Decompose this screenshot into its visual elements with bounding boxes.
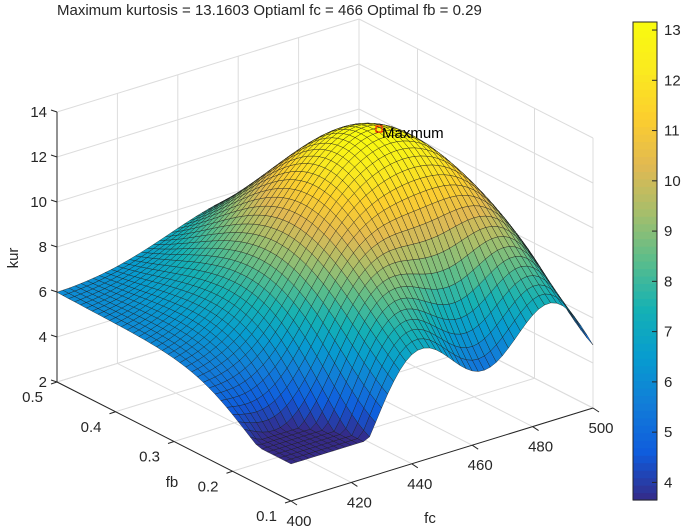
colorbar-tick-label: 8	[664, 273, 672, 290]
colorbar-tick-label: 7	[664, 324, 672, 341]
fc-tick-label: 400	[286, 513, 311, 528]
fb-tick-label: 0.5	[22, 389, 43, 406]
colorbar-tick-label: 6	[664, 374, 672, 391]
z-tick-label: 10	[30, 194, 47, 211]
fc-axis-line	[290, 407, 594, 502]
colorbar-tick-label: 4	[664, 474, 672, 491]
colorbar-tick-label: 10	[664, 173, 681, 190]
colorbar-tick-label: 11	[664, 123, 680, 140]
chart-title-text: Maximum kurtosis = 13.1603 Optiaml fc = …	[57, 2, 482, 19]
fc-tick-label: 500	[588, 420, 613, 437]
fb-tick-label: 0.3	[139, 449, 160, 466]
colorbar: 4 5 6 7 8 9 10 11 12 13	[632, 21, 681, 501]
z-tick-label: 6	[39, 284, 47, 301]
fb-axis-label: fb	[166, 474, 179, 491]
fb-tick-label: 0.4	[81, 419, 102, 436]
surface-mesh	[56, 122, 594, 465]
max-annotation: Maxmum	[375, 125, 444, 142]
fc-axis-label: fc	[424, 510, 436, 527]
fb-tick-label: 0.1	[256, 508, 277, 525]
fc-tick-label: 440	[407, 476, 432, 493]
fc-tick-label: 420	[347, 494, 372, 511]
fc-tick-label: 460	[468, 457, 493, 474]
z-tick-label: 2	[39, 374, 47, 391]
z-tick-label: 4	[39, 329, 47, 346]
z-tick-label: 8	[39, 239, 47, 256]
max-annotation-text: Maxmum	[382, 125, 444, 142]
z-tick-label: 14	[30, 104, 47, 121]
colorbar-tick-label: 5	[664, 424, 672, 441]
fb-tick-label: 0.2	[198, 478, 219, 495]
colorbar-tick-label: 12	[664, 72, 681, 89]
max-marker	[375, 125, 383, 133]
colorbar-tick-label: 9	[664, 223, 672, 240]
fc-tick-label: 480	[528, 439, 553, 456]
colorbar-tick-label: 13	[664, 22, 681, 39]
z-axis-label: kur	[5, 248, 22, 269]
axes-ticks: 2 4 6 8 10 12 14 0.1 0.2 0.3 0.4 0.5 400 420 440 460 480…	[5, 104, 614, 528]
z-tick-label: 12	[30, 149, 47, 166]
